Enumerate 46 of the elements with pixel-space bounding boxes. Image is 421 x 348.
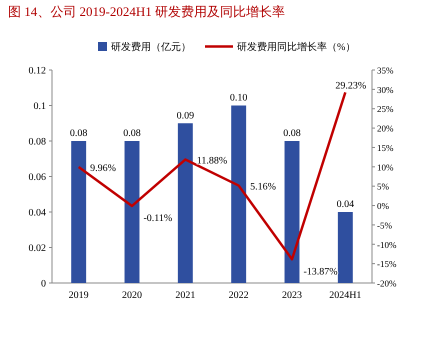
y2-tick-label: 25%	[377, 104, 394, 114]
bar	[338, 212, 353, 283]
bar	[231, 106, 246, 283]
y-tick-label: 0.02	[28, 243, 46, 254]
data-label: 11.88%	[196, 156, 228, 167]
x-tick-label: 2019	[68, 290, 89, 301]
y-tick-label: 0.04	[28, 208, 46, 218]
y-tick-label: 0	[41, 278, 46, 290]
y2-tick-label: 10%	[377, 162, 394, 172]
legend-label: 研发费用（亿元）	[111, 41, 191, 53]
y2-tick-label: 20%	[377, 124, 394, 134]
y2-tick-label: -15%	[377, 259, 397, 270]
y-tick-label: 0.08	[28, 136, 46, 148]
y2-tick-label: 30%	[377, 84, 394, 95]
x-tick-label: 2024H1	[329, 290, 362, 301]
y2-tick-label: -20%	[377, 278, 397, 288]
x-tick-label: 2022	[228, 290, 249, 301]
data-label: -0.11%	[143, 212, 172, 224]
y-tick-label: 0.12	[28, 66, 46, 76]
y2-tick-label: -10%	[377, 240, 397, 250]
data-label: 0.10	[230, 92, 248, 104]
data-label: 0.08	[123, 128, 141, 139]
data-label: 0.09	[176, 110, 194, 122]
x-tick-label: 2020	[122, 290, 142, 301]
chart-title: 图 14、公司 2019-2024H1 研发费用及同比增长率	[8, 4, 285, 19]
bar	[71, 141, 86, 283]
y2-tick-label: 0%	[377, 201, 390, 212]
data-label: -13.87%	[303, 266, 338, 278]
y2-tick-label: 5%	[377, 182, 390, 192]
y-tick-label: 0.1	[34, 101, 46, 112]
y-tick-label: 0.06	[28, 172, 46, 183]
y2-tick-label: -5%	[377, 220, 392, 230]
data-label: 9.96%	[90, 162, 116, 174]
data-label: 0.04	[336, 199, 354, 210]
y2-tick-label: 15%	[377, 142, 394, 153]
data-label: 5.16%	[250, 182, 276, 193]
data-label: 29.23%	[335, 80, 366, 92]
data-label: 0.08	[283, 128, 301, 139]
bar	[284, 141, 300, 283]
data-label: 0.08	[70, 128, 88, 139]
x-tick-label: 2021	[175, 290, 196, 301]
legend-label: 研发费用同比增长率（%）	[237, 41, 356, 53]
bar	[124, 141, 140, 283]
bar	[178, 123, 193, 283]
x-tick-label: 2023	[282, 290, 302, 301]
y2-tick-label: 35%	[377, 66, 394, 76]
